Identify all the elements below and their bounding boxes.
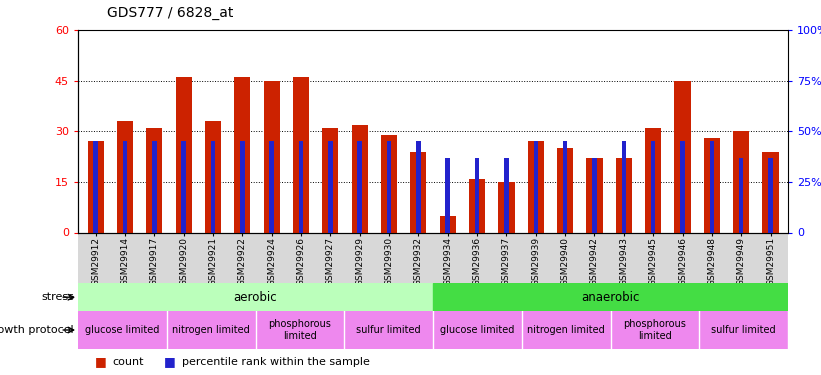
Bar (433, 283, 788, 311)
Bar (328, 141, 333, 232)
Text: stress: stress (41, 292, 74, 302)
Text: sulfur limited: sulfur limited (712, 325, 776, 335)
Bar (763, 152, 778, 232)
Bar (167, 311, 255, 349)
Bar (117, 121, 133, 232)
Bar (122, 141, 127, 232)
Bar (522, 311, 611, 349)
Bar (611, 311, 699, 349)
Text: phosphorous
limited: phosphorous limited (624, 319, 686, 341)
Bar (674, 81, 690, 232)
Bar (475, 158, 479, 232)
Bar (681, 141, 685, 232)
Text: sulfur limited: sulfur limited (356, 325, 421, 335)
Bar (181, 141, 186, 232)
Bar (534, 141, 538, 232)
Bar (264, 81, 280, 232)
Bar (344, 311, 433, 349)
Text: ■: ■ (164, 356, 176, 368)
Bar (381, 135, 397, 232)
Bar (739, 158, 744, 232)
Text: nitrogen limited: nitrogen limited (527, 325, 605, 335)
Text: phosphorous
limited: phosphorous limited (268, 319, 332, 341)
Bar (498, 182, 515, 232)
Bar (592, 158, 597, 232)
Bar (410, 152, 426, 232)
Bar (616, 158, 632, 232)
Bar (433, 311, 522, 349)
Bar (94, 141, 98, 232)
Text: aerobic: aerobic (234, 291, 277, 304)
Bar (563, 141, 567, 232)
Bar (351, 124, 368, 232)
Bar (586, 158, 603, 232)
Bar (645, 128, 661, 232)
Bar (211, 141, 215, 232)
Bar (651, 141, 655, 232)
Text: nitrogen limited: nitrogen limited (172, 325, 250, 335)
Text: GDS777 / 6828_at: GDS777 / 6828_at (107, 6, 233, 20)
Bar (146, 128, 163, 232)
Bar (709, 141, 714, 232)
Bar (234, 77, 250, 232)
Text: glucose limited: glucose limited (85, 325, 159, 335)
Bar (387, 141, 392, 232)
Bar (357, 141, 362, 232)
Bar (323, 128, 338, 232)
Text: glucose limited: glucose limited (440, 325, 515, 335)
Bar (440, 216, 456, 232)
Bar (152, 141, 157, 232)
Bar (557, 148, 573, 232)
Bar (469, 178, 485, 232)
Bar (78, 283, 433, 311)
Bar (176, 77, 192, 232)
Bar (240, 141, 245, 232)
Bar (528, 141, 544, 232)
Bar (205, 121, 221, 232)
Bar (446, 158, 450, 232)
Bar (293, 77, 309, 232)
Bar (699, 311, 788, 349)
Text: percentile rank within the sample: percentile rank within the sample (182, 357, 370, 367)
Bar (621, 141, 626, 232)
Text: growth protocol: growth protocol (0, 325, 74, 335)
Bar (504, 158, 509, 232)
Text: count: count (112, 357, 144, 367)
Bar (88, 141, 103, 232)
Bar (733, 131, 750, 232)
Bar (416, 141, 420, 232)
Bar (269, 141, 274, 232)
Text: ■: ■ (94, 356, 106, 368)
Bar (768, 158, 773, 232)
Bar (78, 311, 167, 349)
Text: anaerobic: anaerobic (581, 291, 640, 304)
Bar (299, 141, 303, 232)
Bar (255, 311, 344, 349)
Bar (704, 138, 720, 232)
